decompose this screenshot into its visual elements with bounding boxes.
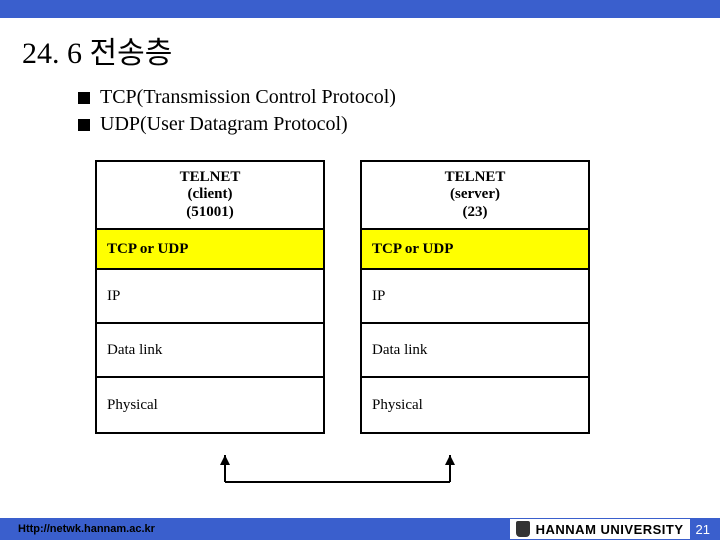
- university-logo-icon: [516, 521, 530, 537]
- footer-university-text: HANNAM UNIVERSITY: [536, 522, 684, 537]
- slide-title: 24. 6 전송층: [22, 28, 172, 72]
- footer-university: HANNAM UNIVERSITY: [510, 519, 690, 539]
- bullet-list: TCP(Transmission Control Protocol) UDP(Us…: [78, 86, 396, 140]
- bullet-square-icon: [78, 92, 90, 104]
- bullet-square-icon: [78, 119, 90, 131]
- top-bar: [0, 0, 720, 18]
- connection-line: [95, 160, 595, 490]
- footer-bar: Http://netwk.hannam.ac.kr HANNAM UNIVERS…: [0, 518, 720, 540]
- bullet-text: UDP(User Datagram Protocol): [100, 113, 348, 136]
- page-number: 21: [690, 522, 720, 537]
- bullet-item: TCP(Transmission Control Protocol): [78, 86, 396, 109]
- protocol-stack-diagram: TELNET(client)(51001)TCP or UDPIPData li…: [95, 160, 595, 490]
- footer-url: Http://netwk.hannam.ac.kr: [0, 523, 155, 535]
- bullet-item: UDP(User Datagram Protocol): [78, 113, 396, 136]
- slide: 24. 6 전송층 TCP(Transmission Control Proto…: [0, 0, 720, 540]
- bullet-text: TCP(Transmission Control Protocol): [100, 86, 396, 109]
